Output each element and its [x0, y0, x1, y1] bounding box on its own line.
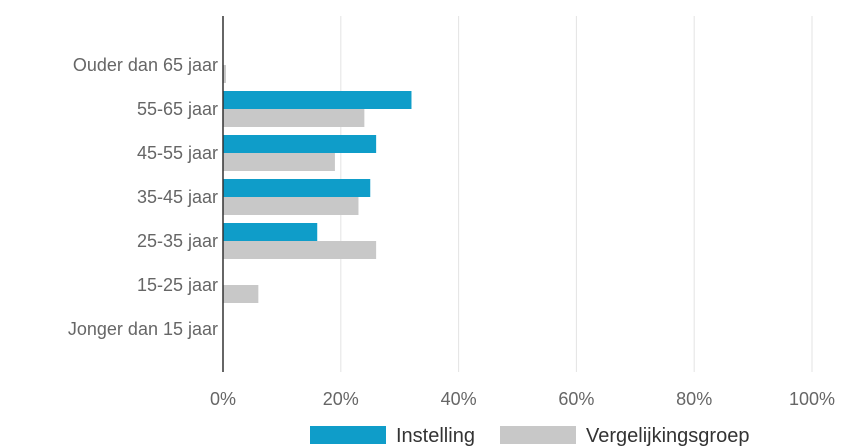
category-label: 25-35 jaar: [137, 231, 218, 251]
bar-instelling: [223, 179, 371, 197]
bar-instelling: [223, 91, 412, 109]
gridlines: [340, 16, 813, 372]
bar-vergelijkingsgroep: [223, 153, 335, 171]
bar-vergelijkingsgroep: [223, 197, 359, 215]
x-tick-label: 100%: [789, 389, 835, 409]
category-label: Ouder dan 65 jaar: [73, 55, 218, 75]
legend-label: Vergelijkingsgroep: [586, 425, 749, 447]
category-labels: Ouder dan 65 jaar 55-65 jaar 45-55 jaar 35-…: [68, 55, 218, 339]
x-tick-label: 20%: [323, 389, 359, 409]
x-tick-labels: 0% 20% 40% 60% 80% 100%: [210, 389, 835, 409]
category-label: 45-55 jaar: [137, 143, 218, 163]
bar-vergelijkingsgroep: [223, 65, 226, 83]
x-tick-label: 60%: [558, 389, 594, 409]
bar-vergelijkingsgroep: [223, 241, 377, 259]
category-label: 55-65 jaar: [137, 99, 218, 119]
x-tick-label: 40%: [441, 389, 477, 409]
legend: Instelling Vergelijkingsgroep: [310, 425, 749, 447]
legend-swatch: [500, 426, 576, 444]
bar-instelling: [223, 223, 318, 241]
x-tick-label: 80%: [676, 389, 712, 409]
bars: [223, 65, 412, 303]
category-label: Jonger dan 15 jaar: [68, 319, 218, 339]
category-label: 15-25 jaar: [137, 275, 218, 295]
bar-vergelijkingsgroep: [223, 285, 259, 303]
legend-label: Instelling: [396, 425, 475, 447]
x-tick-label: 0%: [210, 389, 236, 409]
bar-vergelijkingsgroep: [223, 109, 365, 127]
bar-instelling: [223, 135, 377, 153]
category-label: 35-45 jaar: [137, 187, 218, 207]
legend-swatch: [310, 426, 386, 444]
